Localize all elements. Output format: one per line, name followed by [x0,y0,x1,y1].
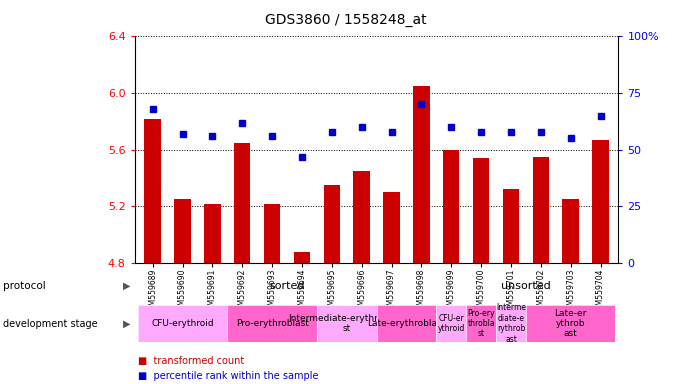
Text: ▶: ▶ [123,281,131,291]
Bar [533,157,549,263]
Bar [174,199,191,263]
Bar [562,199,579,263]
Text: ■  transformed count: ■ transformed count [138,356,244,366]
Text: Interme
diate-e
rythrob
ast: Interme diate-e rythrob ast [496,303,526,344]
Text: ■  percentile rank within the sample: ■ percentile rank within the sample [138,371,319,381]
Bar [294,252,310,263]
Bar [384,192,399,263]
Bar [323,185,340,263]
Text: Pro-ery
throbla
st: Pro-ery throbla st [467,309,495,338]
Text: sorted: sorted [269,281,305,291]
Bar [592,140,609,263]
Bar [473,158,489,263]
Bar [503,189,519,263]
Text: unsorted: unsorted [501,281,551,291]
Text: Late-erythroblast: Late-erythroblast [368,319,446,328]
Bar [413,86,430,263]
Text: CFU-erythroid: CFU-erythroid [151,319,214,328]
Bar [354,171,370,263]
Text: protocol: protocol [3,281,46,291]
Bar [443,150,460,263]
Text: Late-er
ythrob
ast: Late-er ythrob ast [554,309,587,338]
Text: ▶: ▶ [123,318,131,329]
Text: Intermediate-erythroblast
st: Intermediate-erythroblast st [288,314,406,333]
Text: development stage: development stage [3,318,98,329]
Bar [144,119,161,263]
Text: Pro-erythroblast: Pro-erythroblast [236,319,308,328]
Bar [264,204,281,263]
Bar [234,143,250,263]
Text: CFU-er
ythroid: CFU-er ythroid [437,314,465,333]
Text: GDS3860 / 1558248_at: GDS3860 / 1558248_at [265,13,426,27]
Bar [204,204,220,263]
